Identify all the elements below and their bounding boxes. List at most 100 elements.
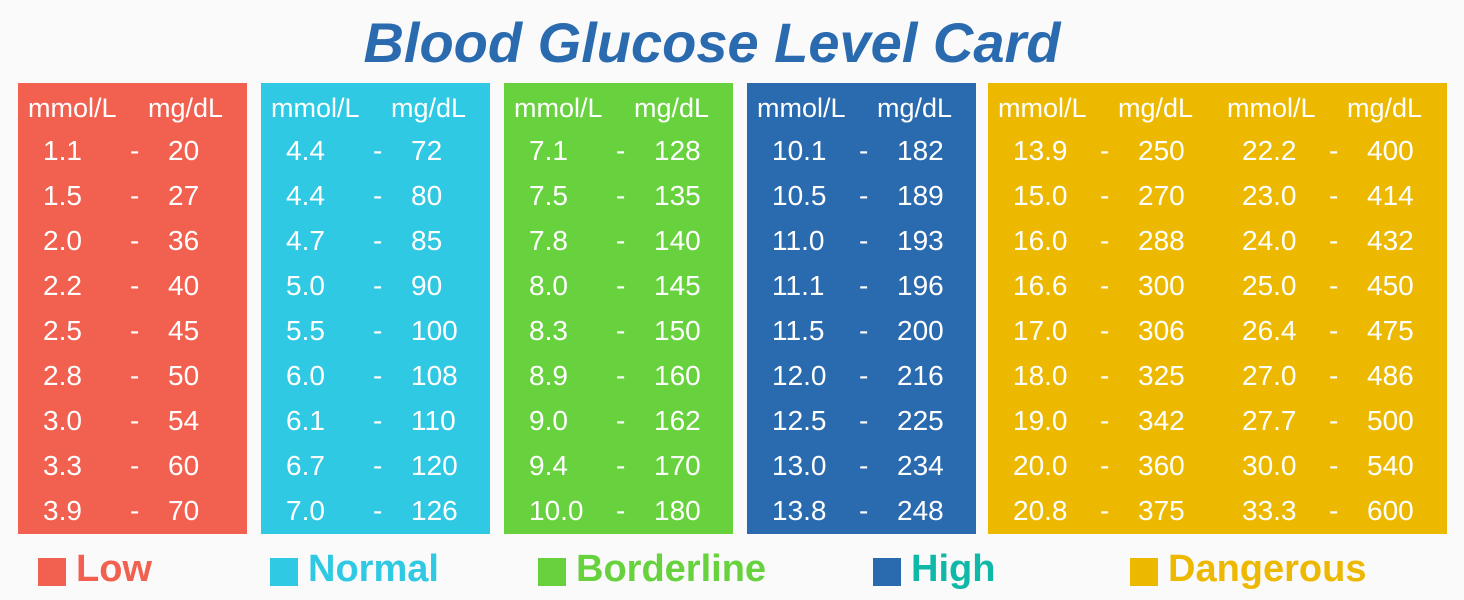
dash: - bbox=[859, 135, 869, 166]
mmol-value: 19.0 bbox=[1013, 405, 1068, 436]
dash: - bbox=[859, 405, 869, 436]
mgdl-value: 27 bbox=[168, 180, 200, 211]
mmol-value: 5.0 bbox=[286, 270, 325, 301]
mgdl-value: 475 bbox=[1367, 315, 1414, 346]
mgdl-value: 20 bbox=[168, 135, 200, 166]
dash: - bbox=[616, 450, 626, 481]
mgdl-value: 120 bbox=[411, 450, 458, 481]
mgdl-value: 216 bbox=[897, 360, 944, 391]
dash: - bbox=[373, 315, 383, 346]
mgdl-value: 45 bbox=[168, 315, 200, 346]
header-mmol: mmol/L bbox=[271, 93, 360, 123]
mgdl-value: 60 bbox=[168, 450, 200, 481]
mgdl-value: 126 bbox=[411, 495, 458, 526]
header-mgdl: mg/dL bbox=[1347, 93, 1423, 123]
mgdl-value: 70 bbox=[168, 495, 200, 526]
mgdl-value: 108 bbox=[411, 360, 458, 391]
mmol-value: 7.1 bbox=[529, 135, 568, 166]
dash: - bbox=[1329, 360, 1339, 391]
dash: - bbox=[130, 360, 140, 391]
mgdl-value: 145 bbox=[654, 270, 701, 301]
mgdl-value: 306 bbox=[1138, 315, 1185, 346]
mmol-value: 11.5 bbox=[772, 315, 825, 346]
mmol-value: 2.2 bbox=[43, 270, 82, 301]
mmol-value: 2.5 bbox=[43, 315, 82, 346]
dash: - bbox=[1100, 450, 1110, 481]
legend-label-normal: Normal bbox=[308, 548, 439, 590]
mmol-value: 7.0 bbox=[286, 495, 325, 526]
dash: - bbox=[1100, 270, 1110, 301]
mgdl-value: 414 bbox=[1367, 180, 1414, 211]
header-mmol: mmol/L bbox=[514, 93, 603, 123]
mmol-value: 26.4 bbox=[1242, 315, 1297, 346]
mmol-value: 24.0 bbox=[1242, 225, 1297, 256]
mmol-value: 10.1 bbox=[772, 135, 827, 166]
mmol-value: 10.0 bbox=[529, 495, 584, 526]
mmol-value: 7.5 bbox=[529, 180, 568, 211]
mmol-value: 8.3 bbox=[529, 315, 568, 346]
dash: - bbox=[1329, 270, 1339, 301]
mmol-value: 6.0 bbox=[286, 360, 325, 391]
mmol-value: 22.2 bbox=[1242, 135, 1297, 166]
mmol-value: 5.5 bbox=[286, 315, 325, 346]
mgdl-value: 160 bbox=[654, 360, 701, 391]
mgdl-value: 600 bbox=[1367, 495, 1414, 526]
mmol-value: 23.0 bbox=[1242, 180, 1297, 211]
mgdl-value: 400 bbox=[1367, 135, 1414, 166]
mmol-value: 9.4 bbox=[529, 450, 568, 481]
dash: - bbox=[1100, 360, 1110, 391]
mgdl-value: 325 bbox=[1138, 360, 1185, 391]
dash: - bbox=[859, 315, 869, 346]
mmol-value: 2.0 bbox=[43, 225, 82, 256]
mgdl-value: 72 bbox=[411, 135, 443, 166]
mmol-value: 6.1 bbox=[286, 405, 325, 436]
mmol-value: 13.8 bbox=[772, 495, 827, 526]
mgdl-value: 80 bbox=[411, 180, 443, 211]
dash: - bbox=[616, 315, 626, 346]
mgdl-value: 36 bbox=[168, 225, 200, 256]
panel-borderline: mmol/L mg/dL 7.1-128 7.5-135 7.8-140 8.0-145 8… bbox=[504, 83, 733, 534]
dash: - bbox=[373, 135, 383, 166]
panel-low: mmol/L mg/dL 1.1-20 1.5-27 2.0-36 2.2-40 2.5-4… bbox=[18, 83, 247, 534]
dash: - bbox=[616, 360, 626, 391]
legend-label-borderline: Borderline bbox=[576, 548, 767, 590]
header-mmol: mmol/L bbox=[28, 93, 117, 123]
header-mmol: mmol/L bbox=[757, 93, 846, 123]
mmol-value: 11.1 bbox=[772, 270, 825, 301]
mgdl-value: 270 bbox=[1138, 180, 1185, 211]
mmol-value: 3.3 bbox=[43, 450, 82, 481]
mmol-value: 13.0 bbox=[772, 450, 827, 481]
dash: - bbox=[859, 225, 869, 256]
mmol-value: 4.4 bbox=[286, 180, 325, 211]
header-mgdl: mg/dL bbox=[391, 93, 467, 123]
header-mgdl: mg/dL bbox=[634, 93, 710, 123]
mgdl-value: 189 bbox=[897, 180, 944, 211]
dash: - bbox=[616, 225, 626, 256]
mgdl-value: 450 bbox=[1367, 270, 1414, 301]
dash: - bbox=[1100, 495, 1110, 526]
mmol-value: 30.0 bbox=[1242, 450, 1297, 481]
dash: - bbox=[1100, 135, 1110, 166]
dash: - bbox=[859, 450, 869, 481]
mgdl-value: 432 bbox=[1367, 225, 1414, 256]
dash: - bbox=[130, 405, 140, 436]
dash: - bbox=[616, 180, 626, 211]
mmol-value: 12.5 bbox=[772, 405, 827, 436]
legend-swatch-borderline bbox=[538, 558, 566, 586]
mgdl-value: 196 bbox=[897, 270, 944, 301]
dash: - bbox=[130, 270, 140, 301]
mmol-value: 3.0 bbox=[43, 405, 82, 436]
dash: - bbox=[616, 270, 626, 301]
mmol-value: 18.0 bbox=[1013, 360, 1068, 391]
mgdl-value: 250 bbox=[1138, 135, 1185, 166]
header-mmol: mmol/L bbox=[998, 93, 1087, 123]
dash: - bbox=[373, 450, 383, 481]
dash: - bbox=[1329, 225, 1339, 256]
dash: - bbox=[130, 315, 140, 346]
mmol-value: 1.5 bbox=[43, 180, 82, 211]
mgdl-value: 90 bbox=[411, 270, 443, 301]
dash: - bbox=[859, 270, 869, 301]
dash: - bbox=[1329, 450, 1339, 481]
dash: - bbox=[130, 495, 140, 526]
mmol-value: 8.9 bbox=[529, 360, 568, 391]
